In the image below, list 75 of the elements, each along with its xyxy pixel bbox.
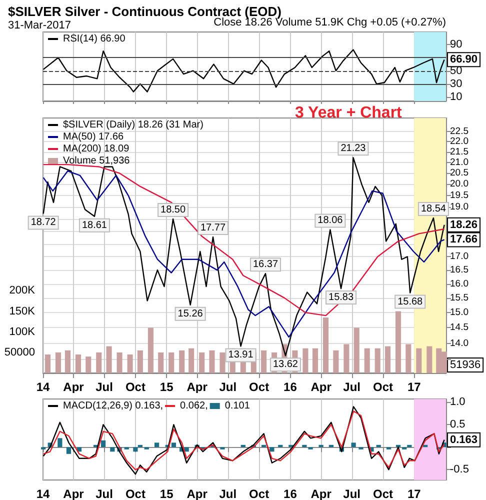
x-tick-label: Oct	[373, 380, 394, 394]
x-tick-label: 17	[407, 380, 422, 394]
x-tick-label: 15	[160, 380, 174, 394]
y-tick-label: 0.5	[450, 418, 466, 431]
x-tick-label: Jul	[96, 380, 113, 394]
legend-label: 0.101	[224, 400, 250, 412]
y2-tick-label: 200K	[9, 284, 36, 297]
x-tick-label: Oct	[373, 487, 394, 500]
annotation: 15.26	[178, 308, 204, 320]
y-tick-label: 1.0	[450, 396, 466, 408]
y-tick-label: -0.5	[450, 464, 469, 476]
x-tick-label: Oct	[125, 487, 146, 500]
chart-title: 3 Year + Chart	[295, 104, 403, 122]
annotation: 15.83	[328, 292, 354, 304]
y-tick-label: 20.0	[450, 178, 468, 190]
legend-label: $SILVER (Daily) 18.26 (31 Mar)	[63, 120, 204, 130]
y-tick-label: 19.0	[450, 202, 468, 213]
y-tick-label: 10	[450, 91, 462, 104]
x-tick-label: Oct	[249, 487, 270, 500]
annotation: 18.61	[82, 220, 108, 231]
y-tick-label: 30	[450, 78, 462, 90]
x-tick-label: 16	[284, 487, 298, 500]
y-tick-label: 15.5	[450, 292, 468, 304]
y2-tick-label: 100K	[9, 326, 36, 338]
annotation: 13.91	[228, 350, 254, 361]
y2-tick-label: 150K	[9, 305, 36, 318]
x-tick-label: Jul	[96, 487, 113, 500]
annotation: 0.163	[450, 434, 478, 446]
annotation: 17.77	[200, 222, 226, 234]
y-tick-label: 20.5	[450, 168, 468, 179]
x-tick-label: Oct	[249, 380, 270, 394]
chart-title: $SILVER Silver - Continuous Contract (EOD)	[8, 4, 282, 19]
x-tick-label: 14	[36, 487, 50, 500]
annotation: 17.66	[450, 234, 478, 246]
legend-label: MA(200) 18.09	[63, 144, 130, 154]
annotation: 18.06	[318, 215, 344, 226]
y-tick-label: 17.0	[450, 251, 468, 262]
annotation: 16.37	[252, 259, 278, 270]
x-tick-label: 17	[407, 487, 422, 500]
y-tick-label: 21.0	[450, 156, 468, 168]
legend-label: Volume 51,936	[63, 156, 130, 166]
legend-label: MACD(12,26,9) 0.163,	[63, 400, 164, 412]
y-tick-label: 16.5	[450, 264, 468, 276]
y-tick-label: 21.5	[450, 146, 468, 158]
y-tick-label: 16.0	[450, 278, 468, 290]
y-tick-label: 14.0	[450, 338, 468, 349]
annotation: 18.26	[450, 218, 478, 231]
y-tick-label: 90	[450, 38, 462, 50]
legend-label: RSI(14) 66.90	[63, 34, 126, 44]
annotation: 18.50	[160, 204, 186, 216]
x-tick-label: 14	[36, 380, 50, 394]
x-tick-label: 16	[284, 380, 298, 394]
legend-label: 0.062,	[180, 400, 208, 412]
x-tick-label: Jul	[219, 380, 237, 394]
y-tick-label: 22.0	[450, 136, 468, 148]
y-tick-label: 19.5	[450, 190, 468, 202]
text: Close 18.26 Volume 51.9K Chg +0.05 (+0.27%)	[214, 16, 446, 28]
y-tick-label: 22.5	[450, 126, 468, 138]
legend-label: MA(50) 17.66	[63, 132, 124, 142]
y-tick-label: 14.5	[450, 322, 468, 334]
chart-subtitle: 31-Mar-2017	[8, 20, 71, 32]
x-tick-label: Jul	[343, 487, 361, 500]
annotation: 66.90	[450, 54, 478, 66]
annotation: 13.62	[272, 359, 298, 370]
annotation: 15.68	[398, 296, 424, 308]
annotation: 18.54	[420, 204, 446, 215]
y2-tick-label: 50000	[4, 346, 35, 358]
x-tick-label: Jul	[343, 380, 361, 394]
y-tick-label: 15.0	[450, 307, 468, 318]
annotation: 18.72	[30, 217, 56, 228]
x-tick-label: 15	[160, 487, 174, 500]
text: 51936	[450, 359, 481, 371]
annotation: 21.23	[340, 143, 366, 154]
x-tick-label: Oct	[125, 380, 146, 394]
x-tick-label: Jul	[219, 487, 237, 500]
